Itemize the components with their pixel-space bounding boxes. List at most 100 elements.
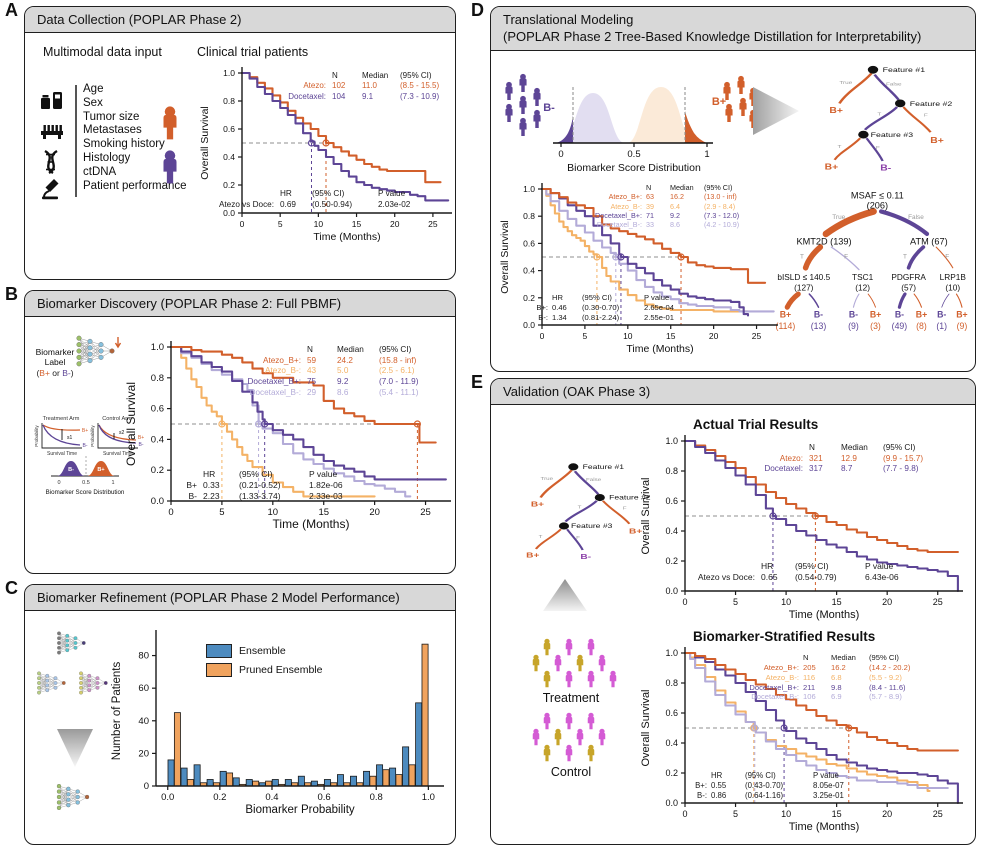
person-body (609, 674, 617, 688)
hist-bar-Ensemble (376, 764, 384, 787)
leaf-count: (114) (776, 321, 796, 331)
bminus-person-icon (519, 117, 527, 136)
nn-node (84, 794, 90, 800)
y-tick-label: 0.6 (665, 708, 678, 718)
x-tick-label: 5 (278, 219, 283, 229)
x-axis-label: Time (Months) (273, 517, 350, 531)
km_d-legend-cell: 8.6 (670, 220, 680, 230)
hist-bar-Pruned Ensemble (408, 764, 416, 787)
x-tick-label: 0 (240, 219, 245, 229)
bplus-label: B+ (97, 467, 104, 473)
person-body (737, 80, 745, 94)
list-item: Metastases (83, 124, 142, 137)
km_d-legend-cell: Docetaxel_B+: (595, 211, 642, 221)
y-tick-label: 0.8 (223, 96, 235, 106)
km_a-legend-cell: (7.3 - 10.9) (400, 91, 440, 101)
y-axis-label: Overall Survival (124, 382, 138, 466)
km_b-stats-cell: 1.82e-06 (309, 480, 343, 491)
person-body (598, 658, 606, 672)
km_a-stats-cell: (0.50-0.94) (312, 199, 353, 209)
person-head (588, 670, 594, 676)
km_a-stats-cell: HR (280, 189, 292, 198)
person-head (726, 103, 732, 110)
km_e1-legend-cell: (9.9 - 15.7) (883, 453, 924, 463)
dist-caption: Biomarker Score Distribution (46, 489, 125, 496)
x-tick-label: 25 (428, 219, 438, 229)
apply-tree-arrow-icon (543, 579, 587, 611)
edge-t (863, 106, 899, 131)
x-tick-label: 20 (709, 331, 719, 341)
root-label: MSAF ≤ 0.11 (851, 190, 904, 200)
x-tick-label: 20 (369, 507, 380, 518)
person-body (565, 674, 573, 688)
person-head (588, 638, 594, 644)
nn-node (76, 354, 82, 360)
nn-edge (58, 640, 68, 653)
t-label: T (539, 535, 544, 540)
person-body (519, 78, 527, 92)
nn-node (98, 342, 104, 348)
control-group-icon (532, 712, 606, 762)
scope-base (42, 196, 58, 200)
km_d-svg: 0.0 0.2 0.4 0.6 0.8 1.0 0 5 10 15 20 25 Time (Months… (499, 183, 778, 355)
nn-node (75, 789, 80, 794)
tree-edge (808, 293, 820, 308)
treatment-label: Treatment (542, 691, 600, 705)
nn-node (57, 645, 61, 650)
person-head (533, 728, 539, 734)
y-tick-label: 0.0 (151, 496, 164, 507)
km-curve-Atezo (240, 71, 442, 184)
true-label: True (541, 477, 554, 482)
y-tick-label: 0.2 (665, 768, 678, 778)
km-curve-Atezo_B+ (169, 345, 437, 444)
node-count: (127) (794, 282, 814, 292)
km_e2-legend-cell: 205 (803, 662, 816, 672)
y-tick-label: 20 (138, 748, 149, 759)
km_e2-legend-cell (741, 653, 799, 663)
node-label: PDGFRA (891, 272, 926, 282)
node-count: (12) (855, 282, 870, 292)
km_e1-legend-cell (747, 443, 803, 454)
distilled-km-chart: 0.0 0.2 0.4 0.6 0.8 1.0 0 5 10 15 20 25 Time (Months… (496, 179, 788, 371)
km-curve-Docetaxel_B- (169, 345, 412, 498)
km_d-legend-cell: (13.0 - inf) (704, 192, 737, 202)
x-tick-label: 10 (781, 597, 791, 607)
nn-node (66, 797, 71, 802)
km_b-legend-cell: (15.8 - inf) (379, 355, 417, 365)
y-tick-label: 1.0 (665, 436, 678, 446)
false-label: False (586, 478, 601, 483)
km_d-stats-cell: 2.65e-04 (644, 302, 674, 312)
nn-edge (47, 678, 56, 691)
km_d-stats-cell: (0.30-0.70) (582, 302, 620, 312)
km_b-legend-cell: 43 (307, 366, 317, 376)
km-curve-Docetaxel (240, 71, 450, 202)
hist-bar-Pruned Ensemble (173, 712, 181, 787)
hist-bar-Ensemble (232, 777, 240, 787)
mini-xlabel: Survival Time (47, 451, 77, 457)
nn-node (81, 641, 86, 645)
nn-node (95, 681, 100, 685)
group-person-icon (576, 728, 584, 746)
patient-icons (163, 106, 177, 184)
nn-edge (58, 635, 68, 653)
panel-label-a: A (5, 0, 18, 20)
km_d-legend-cell: 33 (646, 220, 654, 230)
y-tick-label: 0.0 (523, 320, 535, 330)
bench-tube (51, 125, 54, 131)
person-body (505, 108, 513, 122)
group-person-icon (587, 670, 595, 688)
person-body (598, 732, 606, 746)
y-axis-label: Overall Survival (199, 106, 211, 180)
ensemble-network-icon (37, 671, 66, 695)
f-label: F (924, 113, 929, 118)
nn-node (103, 681, 108, 685)
person-head (738, 75, 744, 82)
hist-bar-Ensemble (297, 775, 305, 787)
y-axis-label: Overall Survival (640, 477, 652, 554)
km-curve-Docetaxel_B- (540, 187, 775, 313)
bminus-person-icon (519, 95, 527, 114)
y-tick-label: 0.4 (523, 266, 535, 276)
person-body (533, 92, 541, 106)
km_a-stats-cell: P value (378, 189, 406, 198)
